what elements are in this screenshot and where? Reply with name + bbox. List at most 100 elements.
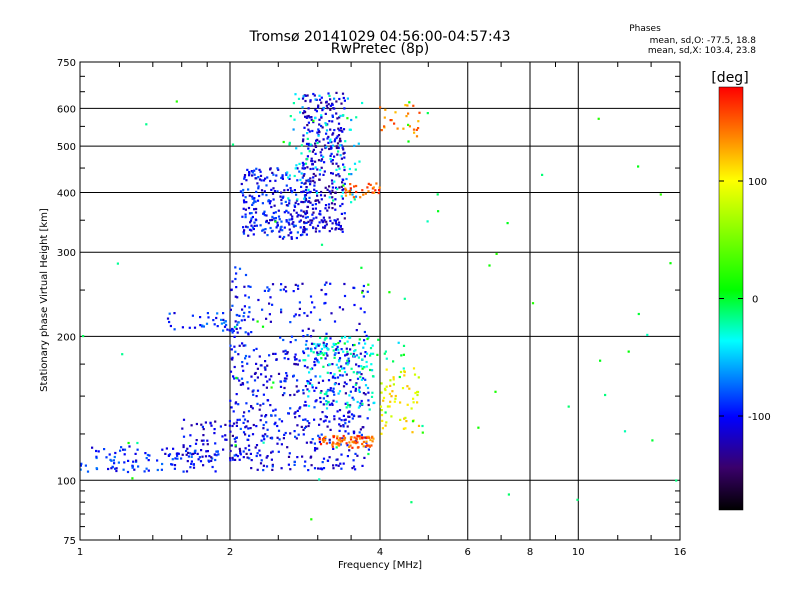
data-point: [288, 143, 291, 146]
data-point: [347, 190, 350, 193]
data-point: [371, 391, 374, 394]
data-point: [306, 132, 309, 135]
data-point: [113, 455, 116, 459]
data-point: [332, 447, 335, 450]
data-point: [295, 385, 298, 388]
data-point: [199, 324, 202, 327]
data-point: [317, 353, 320, 356]
data-point: [349, 187, 352, 190]
x-tick-label: 8: [527, 547, 533, 558]
data-point: [372, 352, 375, 355]
data-point: [270, 375, 273, 378]
data-point: [343, 419, 346, 422]
data-point: [294, 283, 297, 286]
data-point: [335, 443, 338, 446]
data-point: [380, 414, 384, 417]
data-point: [344, 187, 347, 190]
data-point: [312, 211, 315, 214]
data-point: [265, 317, 268, 320]
data-point: [380, 432, 383, 435]
data-point: [347, 360, 351, 363]
data-point: [337, 341, 340, 345]
data-point: [337, 439, 340, 442]
data-point: [334, 219, 337, 222]
data-point: [336, 458, 339, 461]
data-point: [322, 155, 325, 158]
data-point: [294, 353, 297, 356]
data-point: [326, 137, 329, 140]
data-point: [262, 212, 265, 215]
data-point: [344, 402, 347, 405]
data-point: [337, 122, 341, 125]
data-point: [283, 433, 286, 436]
data-point: [285, 377, 288, 380]
data-point: [358, 437, 361, 440]
data-point: [266, 234, 269, 237]
data-point: [349, 193, 352, 196]
data-point: [322, 397, 325, 400]
data-point: [317, 104, 320, 107]
data-point: [344, 354, 347, 357]
data-point: [250, 212, 253, 215]
data-point: [265, 414, 268, 417]
data-point: [294, 313, 297, 316]
data-point: [338, 357, 342, 360]
data-point: [281, 229, 284, 232]
data-point: [351, 446, 354, 449]
data-point: [329, 128, 332, 131]
data-point: [280, 420, 284, 423]
data-point: [246, 226, 249, 229]
data-point: [399, 418, 402, 421]
data-point: [322, 344, 326, 347]
data-point: [322, 420, 325, 423]
data-point: [385, 421, 388, 424]
data-point: [292, 128, 295, 131]
data-point: [342, 163, 345, 166]
data-point: [302, 215, 305, 218]
data-point: [271, 283, 275, 286]
data-point: [309, 368, 312, 371]
data-point: [202, 434, 205, 437]
data-point: [321, 126, 324, 129]
data-point: [313, 306, 316, 309]
data-point: [247, 285, 250, 288]
data-point: [172, 447, 175, 450]
data-point: [337, 227, 340, 230]
data-point: [340, 195, 343, 198]
data-point: [95, 456, 98, 460]
data-point: [336, 345, 339, 348]
data-point: [283, 377, 287, 380]
data-point: [389, 379, 392, 382]
data-point: [322, 138, 325, 141]
data-point: [328, 94, 331, 97]
data-point: [320, 159, 323, 162]
data-point: [248, 228, 252, 231]
data-point: [343, 212, 346, 215]
data-point: [358, 431, 361, 434]
data-point: [206, 450, 209, 453]
data-point: [303, 126, 306, 129]
data-point: [247, 234, 250, 237]
data-point: [328, 190, 331, 193]
data-point: [348, 167, 351, 171]
data-point: [300, 200, 303, 204]
data-point: [230, 329, 233, 332]
data-point: [340, 157, 343, 160]
data-point: [288, 199, 291, 202]
data-point: [347, 362, 350, 365]
data-point: [228, 424, 231, 427]
data-point: [375, 182, 378, 185]
data-point: [416, 393, 419, 397]
data-point: [280, 202, 283, 205]
data-point: [229, 457, 232, 460]
data-point: [235, 436, 238, 439]
data-point: [309, 311, 313, 314]
data-point: [338, 175, 341, 178]
data-point: [237, 403, 240, 406]
data-point: [119, 449, 122, 452]
data-point: [291, 215, 294, 218]
data-point: [378, 189, 381, 192]
data-point: [165, 447, 168, 450]
data-point: [252, 389, 255, 392]
data-point: [304, 213, 307, 216]
